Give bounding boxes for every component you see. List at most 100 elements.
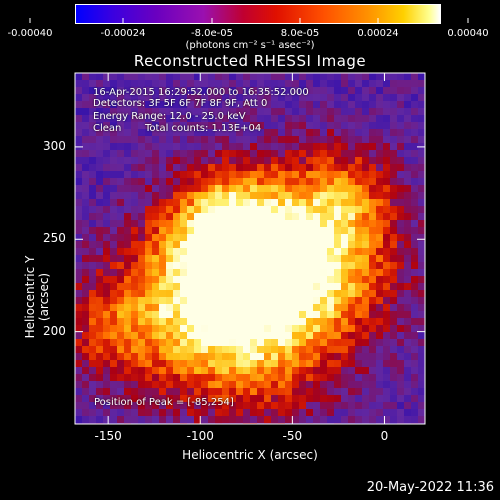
heatmap-cell (124, 276, 132, 284)
heatmap-cell (208, 395, 216, 403)
heatmap-cell (369, 395, 377, 403)
heatmap-cell (243, 80, 251, 88)
heatmap-cell (124, 213, 132, 221)
heatmap-cell (103, 87, 111, 95)
heatmap-cell (215, 199, 223, 207)
heatmap-cell (271, 262, 279, 270)
heatmap-cell (411, 255, 419, 263)
heatmap-cell (173, 206, 181, 214)
heatmap-cell (271, 241, 279, 249)
colorbar-tick-label: 0.00040 (447, 28, 489, 39)
heatmap-cell (229, 80, 237, 88)
heatmap-cell (292, 353, 300, 361)
heatmap-cell (110, 164, 118, 172)
heatmap-cell (348, 227, 356, 235)
heatmap-cell (299, 178, 307, 186)
heatmap-cell (110, 87, 118, 95)
heatmap-cell (236, 150, 244, 158)
heatmap-cell (131, 374, 139, 382)
heatmap-cell (208, 157, 216, 165)
heatmap-cell (397, 248, 405, 256)
heatmap-cell (222, 304, 230, 312)
heatmap-cell (131, 416, 139, 424)
heatmap-cell (187, 178, 195, 186)
heatmap-cell (327, 276, 335, 284)
heatmap-cell (166, 416, 174, 424)
heatmap-cell (369, 108, 377, 116)
heatmap-cell (215, 325, 223, 333)
heatmap-cell (145, 304, 153, 312)
heatmap-cell (285, 374, 293, 382)
heatmap-cell (110, 283, 118, 291)
heatmap-cell (376, 220, 384, 228)
heatmap-cell (166, 192, 174, 200)
heatmap-cell (82, 178, 90, 186)
heatmap-cell (159, 122, 167, 130)
heatmap-cell (215, 87, 223, 95)
heatmap-cell (131, 332, 139, 340)
heatmap-cell (341, 269, 349, 277)
heatmap-cell (194, 227, 202, 235)
heatmap-cell (96, 395, 104, 403)
heatmap-cell (411, 297, 419, 305)
heatmap-cell (82, 367, 90, 375)
heatmap-cell (320, 185, 328, 193)
heatmap-cell (306, 353, 314, 361)
heatmap-cell (404, 297, 412, 305)
heatmap-cell (138, 143, 146, 151)
heatmap-cell (236, 199, 244, 207)
heatmap-cell (292, 150, 300, 158)
heatmap-cell (124, 255, 132, 263)
heatmap-cell (264, 332, 272, 340)
heatmap-cell (278, 115, 286, 123)
heatmap-cell (369, 374, 377, 382)
heatmap-cell (397, 73, 405, 81)
heatmap-cell (397, 122, 405, 130)
heatmap-cell (96, 416, 104, 424)
heatmap-cell (348, 318, 356, 326)
heatmap-cell (201, 206, 209, 214)
heatmap-cell (257, 332, 265, 340)
heatmap-cell (138, 227, 146, 235)
heatmap-cell (103, 108, 111, 116)
heatmap-cell (299, 241, 307, 249)
heatmap-cell (229, 332, 237, 340)
heatmap-cell (152, 283, 160, 291)
heatmap-cell (306, 255, 314, 263)
heatmap-cell (334, 157, 342, 165)
heatmap-cell (376, 381, 384, 389)
heatmap-cell (411, 248, 419, 256)
heatmap-cell (348, 304, 356, 312)
heatmap-cell (215, 143, 223, 151)
heatmap-cell (159, 290, 167, 298)
heatmap-cell (103, 220, 111, 228)
heatmap-cell (306, 157, 314, 165)
heatmap-cell (96, 87, 104, 95)
heatmap-cell (194, 80, 202, 88)
heatmap-cell (96, 199, 104, 207)
heatmap-cell (152, 339, 160, 347)
heatmap-cell (411, 332, 419, 340)
heatmap-cell (411, 157, 419, 165)
heatmap-cell (222, 136, 230, 144)
heatmap-cell (138, 290, 146, 298)
heatmap-cell (418, 367, 426, 375)
heatmap-cell (103, 234, 111, 242)
heatmap-cell (201, 318, 209, 326)
heatmap-cell (264, 262, 272, 270)
heatmap-cell (306, 311, 314, 319)
heatmap-cell (243, 227, 251, 235)
heatmap-cell (292, 199, 300, 207)
heatmap-cell (152, 241, 160, 249)
heatmap-cell (264, 304, 272, 312)
heatmap-cell (299, 143, 307, 151)
heatmap-cell (397, 255, 405, 263)
heatmap-cell (271, 157, 279, 165)
heatmap-cell (229, 248, 237, 256)
heatmap-cell (229, 311, 237, 319)
heatmap-cell (187, 94, 195, 102)
heatmap-cell (75, 80, 83, 88)
heatmap-cell (271, 87, 279, 95)
heatmap-cell (215, 73, 223, 81)
heatmap-cell (82, 129, 90, 137)
